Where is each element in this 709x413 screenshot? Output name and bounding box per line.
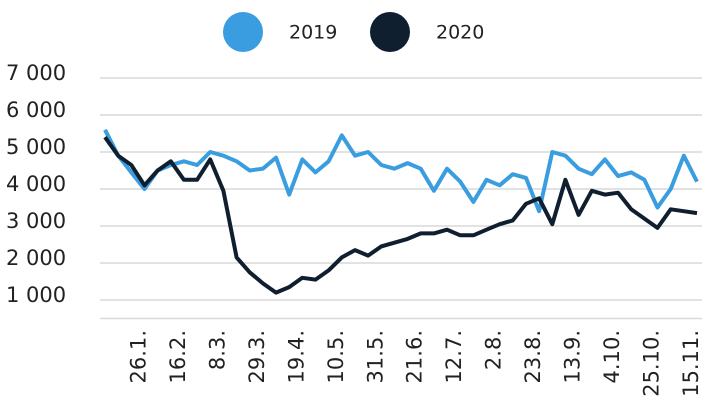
legend-marker	[370, 12, 410, 52]
x-tick-label: 4.10.	[600, 330, 624, 383]
x-tick-label: 31.5.	[363, 330, 387, 383]
x-tick-label: 2.8.	[482, 330, 506, 370]
series-line	[103, 136, 698, 295]
y-tick-label: 3 000	[6, 209, 66, 233]
x-tick-label: 29.3.	[245, 330, 269, 383]
y-tick-label: 1 000	[6, 283, 66, 307]
y-tick-label: 2 000	[6, 246, 66, 270]
x-tick-label: 10.5.	[324, 330, 348, 383]
legend-label: 2019	[289, 22, 337, 44]
x-tick-label: 21.6.	[403, 330, 427, 383]
x-tick-label: 23.8.	[521, 330, 545, 383]
x-tick-label: 16.2.	[166, 330, 190, 383]
x-tick-label: 13.9.	[561, 330, 585, 383]
y-tick-label: 4 000	[6, 172, 66, 196]
series-line	[103, 128, 699, 214]
x-tick-label: 8.3.	[205, 330, 229, 370]
x-tick-label: 12.7.	[442, 330, 466, 383]
legend-label: 2020	[436, 22, 484, 44]
y-tick-label: 6 000	[6, 98, 66, 122]
x-tick-label: 19.4.	[284, 330, 308, 383]
y-tick-label: 5 000	[6, 135, 66, 159]
x-tick-label: 26.1.	[126, 330, 150, 383]
x-tick-label: 15.11.	[679, 330, 703, 397]
legend-marker	[223, 12, 263, 52]
x-tick-label: 25.10.	[640, 330, 664, 397]
y-tick-label: 7 000	[6, 61, 66, 85]
